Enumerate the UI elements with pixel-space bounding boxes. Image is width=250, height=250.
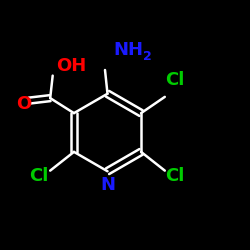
Text: NH: NH: [114, 41, 144, 59]
Text: Cl: Cl: [165, 167, 184, 185]
Text: O: O: [16, 95, 32, 113]
Text: Cl: Cl: [165, 71, 184, 89]
Text: N: N: [100, 176, 115, 194]
Text: 2: 2: [142, 50, 151, 63]
Text: Cl: Cl: [29, 167, 48, 185]
Text: OH: OH: [56, 57, 86, 75]
